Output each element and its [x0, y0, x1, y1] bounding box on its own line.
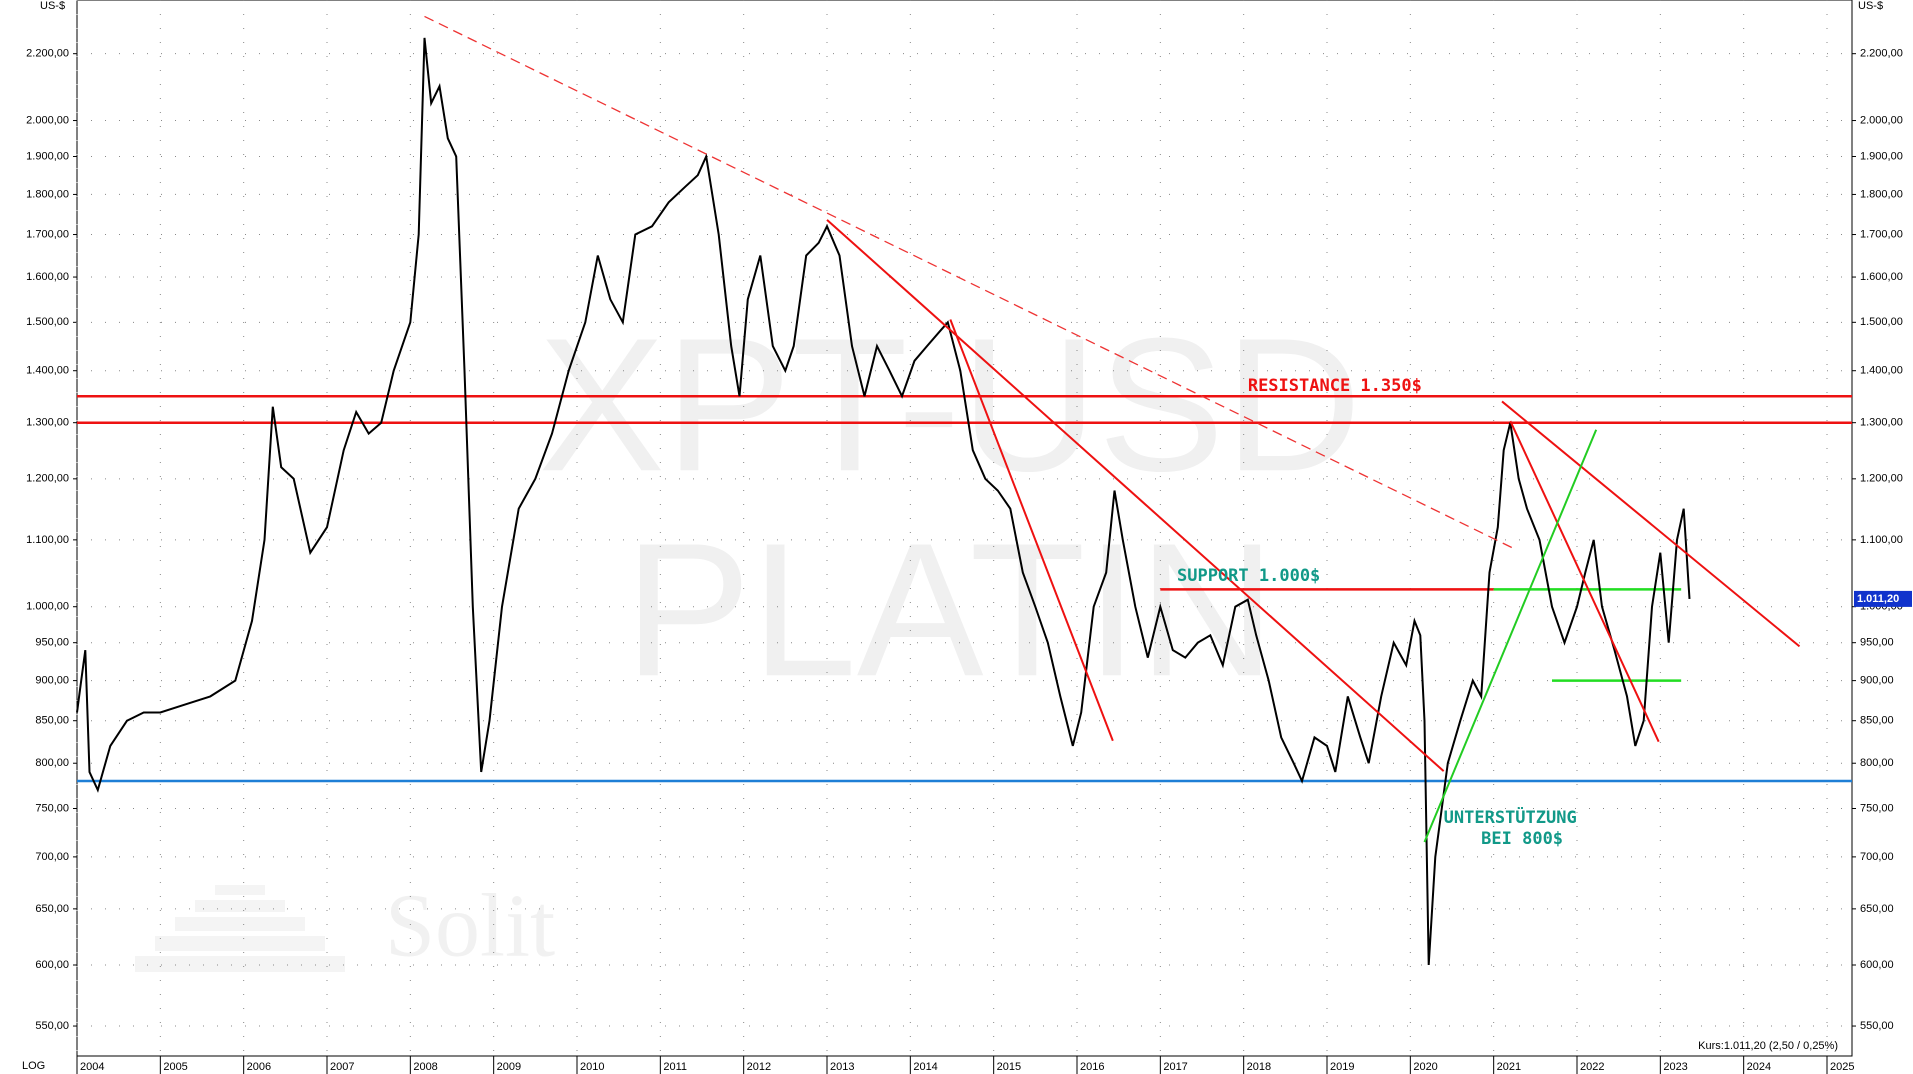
annotation: BEI 800$: [1481, 829, 1563, 849]
y-tick-label: 1.200,00: [26, 473, 69, 485]
last-value-label: 1.011,20: [1857, 593, 1899, 605]
x-tick-label: 2015: [997, 1061, 1021, 1073]
scale-label: LOG: [22, 1060, 45, 1072]
y-tick-label: 1.700,00: [1860, 228, 1903, 240]
trend-line: [424, 15, 1515, 550]
x-tick-label: 2006: [247, 1061, 271, 1073]
logo-icon: [135, 885, 345, 972]
trend-line: [949, 319, 1114, 742]
y-tick-label: 950,00: [1860, 637, 1894, 649]
y-tick-label: 950,00: [35, 637, 69, 649]
annotation: SUPPORT 1.000$: [1177, 566, 1320, 586]
x-tick-label: 2018: [1247, 1061, 1271, 1073]
trend-line: [826, 219, 1445, 772]
y-tick-label: 1.400,00: [26, 365, 69, 377]
y-axis-label: US-$: [1858, 0, 1883, 12]
y-tick-label: 850,00: [1860, 715, 1894, 727]
x-tick-label: 2016: [1080, 1061, 1104, 1073]
price-line: [76, 37, 1691, 966]
y-tick-label: 1.200,00: [1860, 473, 1903, 485]
y-tick-label: 800,00: [1860, 757, 1894, 769]
x-tick-label: 2009: [497, 1061, 521, 1073]
y-tick-label: 900,00: [1860, 675, 1894, 687]
y-tick-label: 1.300,00: [26, 417, 69, 429]
x-tick-label: 2021: [1497, 1061, 1521, 1073]
x-tick-label: 2012: [747, 1061, 771, 1073]
y-tick-label: 600,00: [35, 959, 69, 971]
y-tick-label: 650,00: [1860, 903, 1894, 915]
y-tick-label: 2.200,00: [1860, 48, 1903, 60]
x-tick-label: 2024: [1747, 1061, 1771, 1073]
y-tick-label: 550,00: [35, 1020, 69, 1032]
y-tick-label: 2.000,00: [26, 114, 69, 126]
y-tick-label: 1.400,00: [1860, 365, 1903, 377]
x-tick-label: 2008: [413, 1061, 437, 1073]
annotation: RESISTANCE 1.350$: [1248, 376, 1422, 396]
last-value-box: [1854, 590, 1912, 607]
y-tick-label: 650,00: [35, 903, 69, 915]
y-tick-label: 700,00: [1860, 851, 1894, 863]
y-tick-label: 550,00: [1860, 1020, 1894, 1032]
y-tick-label: 600,00: [1860, 959, 1894, 971]
y-tick-label: 1.700,00: [26, 228, 69, 240]
y-tick-label: 2.000,00: [1860, 114, 1903, 126]
y-tick-label: 1.600,00: [1860, 271, 1903, 283]
x-tick-label: 2010: [580, 1061, 604, 1073]
y-tick-label: 900,00: [35, 675, 69, 687]
x-tick-label: 2005: [163, 1061, 187, 1073]
x-tick-label: 2025: [1830, 1061, 1854, 1073]
y-tick-label: 750,00: [1860, 802, 1894, 814]
y-tick-label: 1.600,00: [26, 271, 69, 283]
y-tick-label: 850,00: [35, 715, 69, 727]
y-axis-label: US-$: [40, 0, 65, 12]
logo-text: Solit: [385, 877, 555, 976]
watermark: PLATIN: [624, 504, 1275, 716]
annotation: UNTERSTÜTZUNG: [1444, 806, 1577, 828]
x-tick-label: 2007: [330, 1061, 354, 1073]
y-tick-label: 1.800,00: [26, 188, 69, 200]
x-tick-label: 2020: [1413, 1061, 1437, 1073]
trend-line: [1501, 400, 1801, 648]
x-tick-label: 2019: [1330, 1061, 1354, 1073]
x-tick-label: 2011: [663, 1061, 687, 1073]
y-tick-label: 800,00: [35, 757, 69, 769]
y-tick-label: 1.100,00: [1860, 534, 1903, 546]
y-tick-label: 1.500,00: [26, 316, 69, 328]
x-tick-label: 2017: [1163, 1061, 1187, 1073]
x-tick-label: 2022: [1580, 1061, 1604, 1073]
y-tick-label: 1.900,00: [1860, 150, 1903, 162]
quote: Kurs:1.011,20 (2,50 / 0,25%): [1698, 1040, 1838, 1052]
y-tick-label: 700,00: [35, 851, 69, 863]
trend-line: [1509, 420, 1660, 743]
x-tick-label: 2023: [1663, 1061, 1687, 1073]
x-tick-label: 2014: [913, 1061, 937, 1073]
y-tick-label: 1.800,00: [1860, 188, 1903, 200]
y-tick-label: 2.200,00: [26, 48, 69, 60]
y-tick-label: 1.900,00: [26, 150, 69, 162]
trend-line: [1423, 429, 1598, 843]
y-tick-label: 750,00: [35, 802, 69, 814]
x-tick-label: 2004: [80, 1061, 104, 1073]
x-tick-label: 2013: [830, 1061, 854, 1073]
y-tick-label: 1.500,00: [1860, 316, 1903, 328]
y-tick-label: 1.000,00: [26, 601, 69, 613]
y-tick-label: 1.300,00: [1860, 417, 1903, 429]
y-tick-label: 1.100,00: [26, 534, 69, 546]
